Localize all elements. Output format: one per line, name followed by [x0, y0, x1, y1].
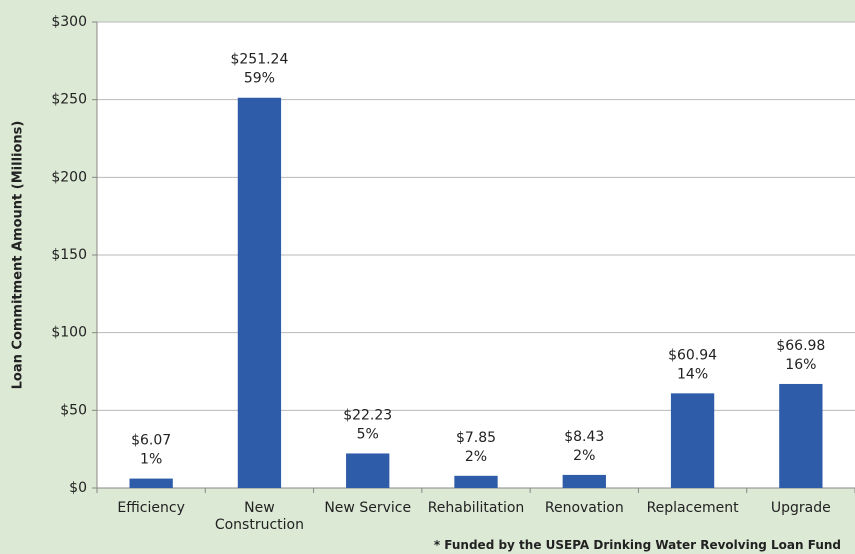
share-label: 5% [357, 426, 379, 442]
x-tick-label: New Construction [214, 500, 304, 533]
y-tick-label: $100 [51, 325, 87, 341]
share-label: 59% [244, 71, 275, 87]
y-tick-label: $200 [51, 169, 87, 185]
data-label: $6.07 [131, 433, 171, 449]
bar [454, 475, 498, 488]
data-label: $8.43 [564, 429, 604, 445]
bar [129, 478, 173, 488]
share-label: 1% [140, 452, 162, 468]
x-tick-label: Renovation [544, 500, 624, 516]
bar [562, 474, 606, 488]
data-label: $22.23 [343, 407, 392, 423]
data-label: $251.24 [230, 52, 288, 68]
bar [779, 383, 823, 488]
data-label: $7.85 [456, 430, 496, 446]
y-tick-label: $50 [60, 402, 87, 418]
y-axis-title: Loan Commitment Amount (Millions) [11, 121, 26, 390]
bar [237, 97, 282, 488]
share-label: 16% [785, 357, 816, 373]
x-tick-label: New Service [324, 500, 412, 516]
y-tick-label: $0 [69, 480, 87, 496]
data-label: $60.94 [668, 347, 717, 363]
y-tick-label: $150 [51, 247, 87, 263]
x-tick-label: Rehabilitation [427, 500, 525, 516]
footnote: * Funded by the USEPA Drinking Water Rev… [433, 538, 841, 552]
x-tick-label: Replacement [646, 500, 739, 516]
x-tick-label: Efficiency [117, 500, 185, 516]
bar [346, 453, 390, 488]
y-tick-label: $300 [51, 14, 87, 30]
y-tick-label: $250 [51, 92, 87, 108]
data-label: $66.98 [776, 338, 825, 354]
share-label: 14% [677, 366, 708, 382]
share-label: 2% [465, 449, 487, 465]
x-tick-label: Upgrade [770, 500, 831, 516]
share-label: 2% [573, 448, 595, 464]
bar [670, 393, 715, 488]
